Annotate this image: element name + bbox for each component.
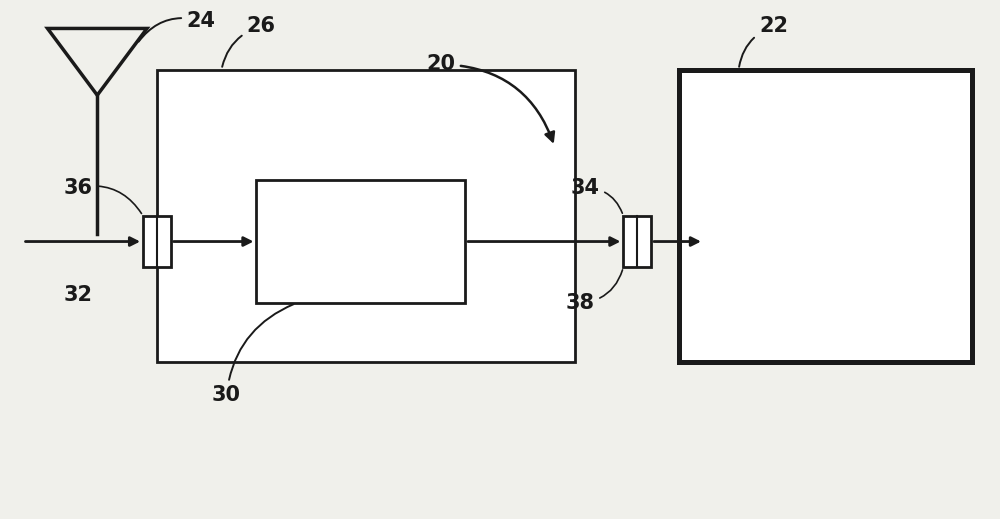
Text: 34: 34 — [570, 177, 622, 213]
Bar — [679, 70, 972, 362]
Text: 36: 36 — [63, 177, 142, 213]
Text: 30: 30 — [212, 304, 294, 405]
Bar — [623, 216, 651, 267]
Text: 38: 38 — [565, 270, 623, 313]
Bar — [157, 70, 575, 362]
Text: 22: 22 — [739, 16, 788, 67]
Text: 24: 24 — [139, 11, 216, 42]
Bar — [256, 180, 465, 303]
Text: 32: 32 — [63, 285, 92, 306]
Text: 20: 20 — [426, 54, 554, 141]
Text: 26: 26 — [222, 16, 276, 67]
Bar — [143, 216, 171, 267]
